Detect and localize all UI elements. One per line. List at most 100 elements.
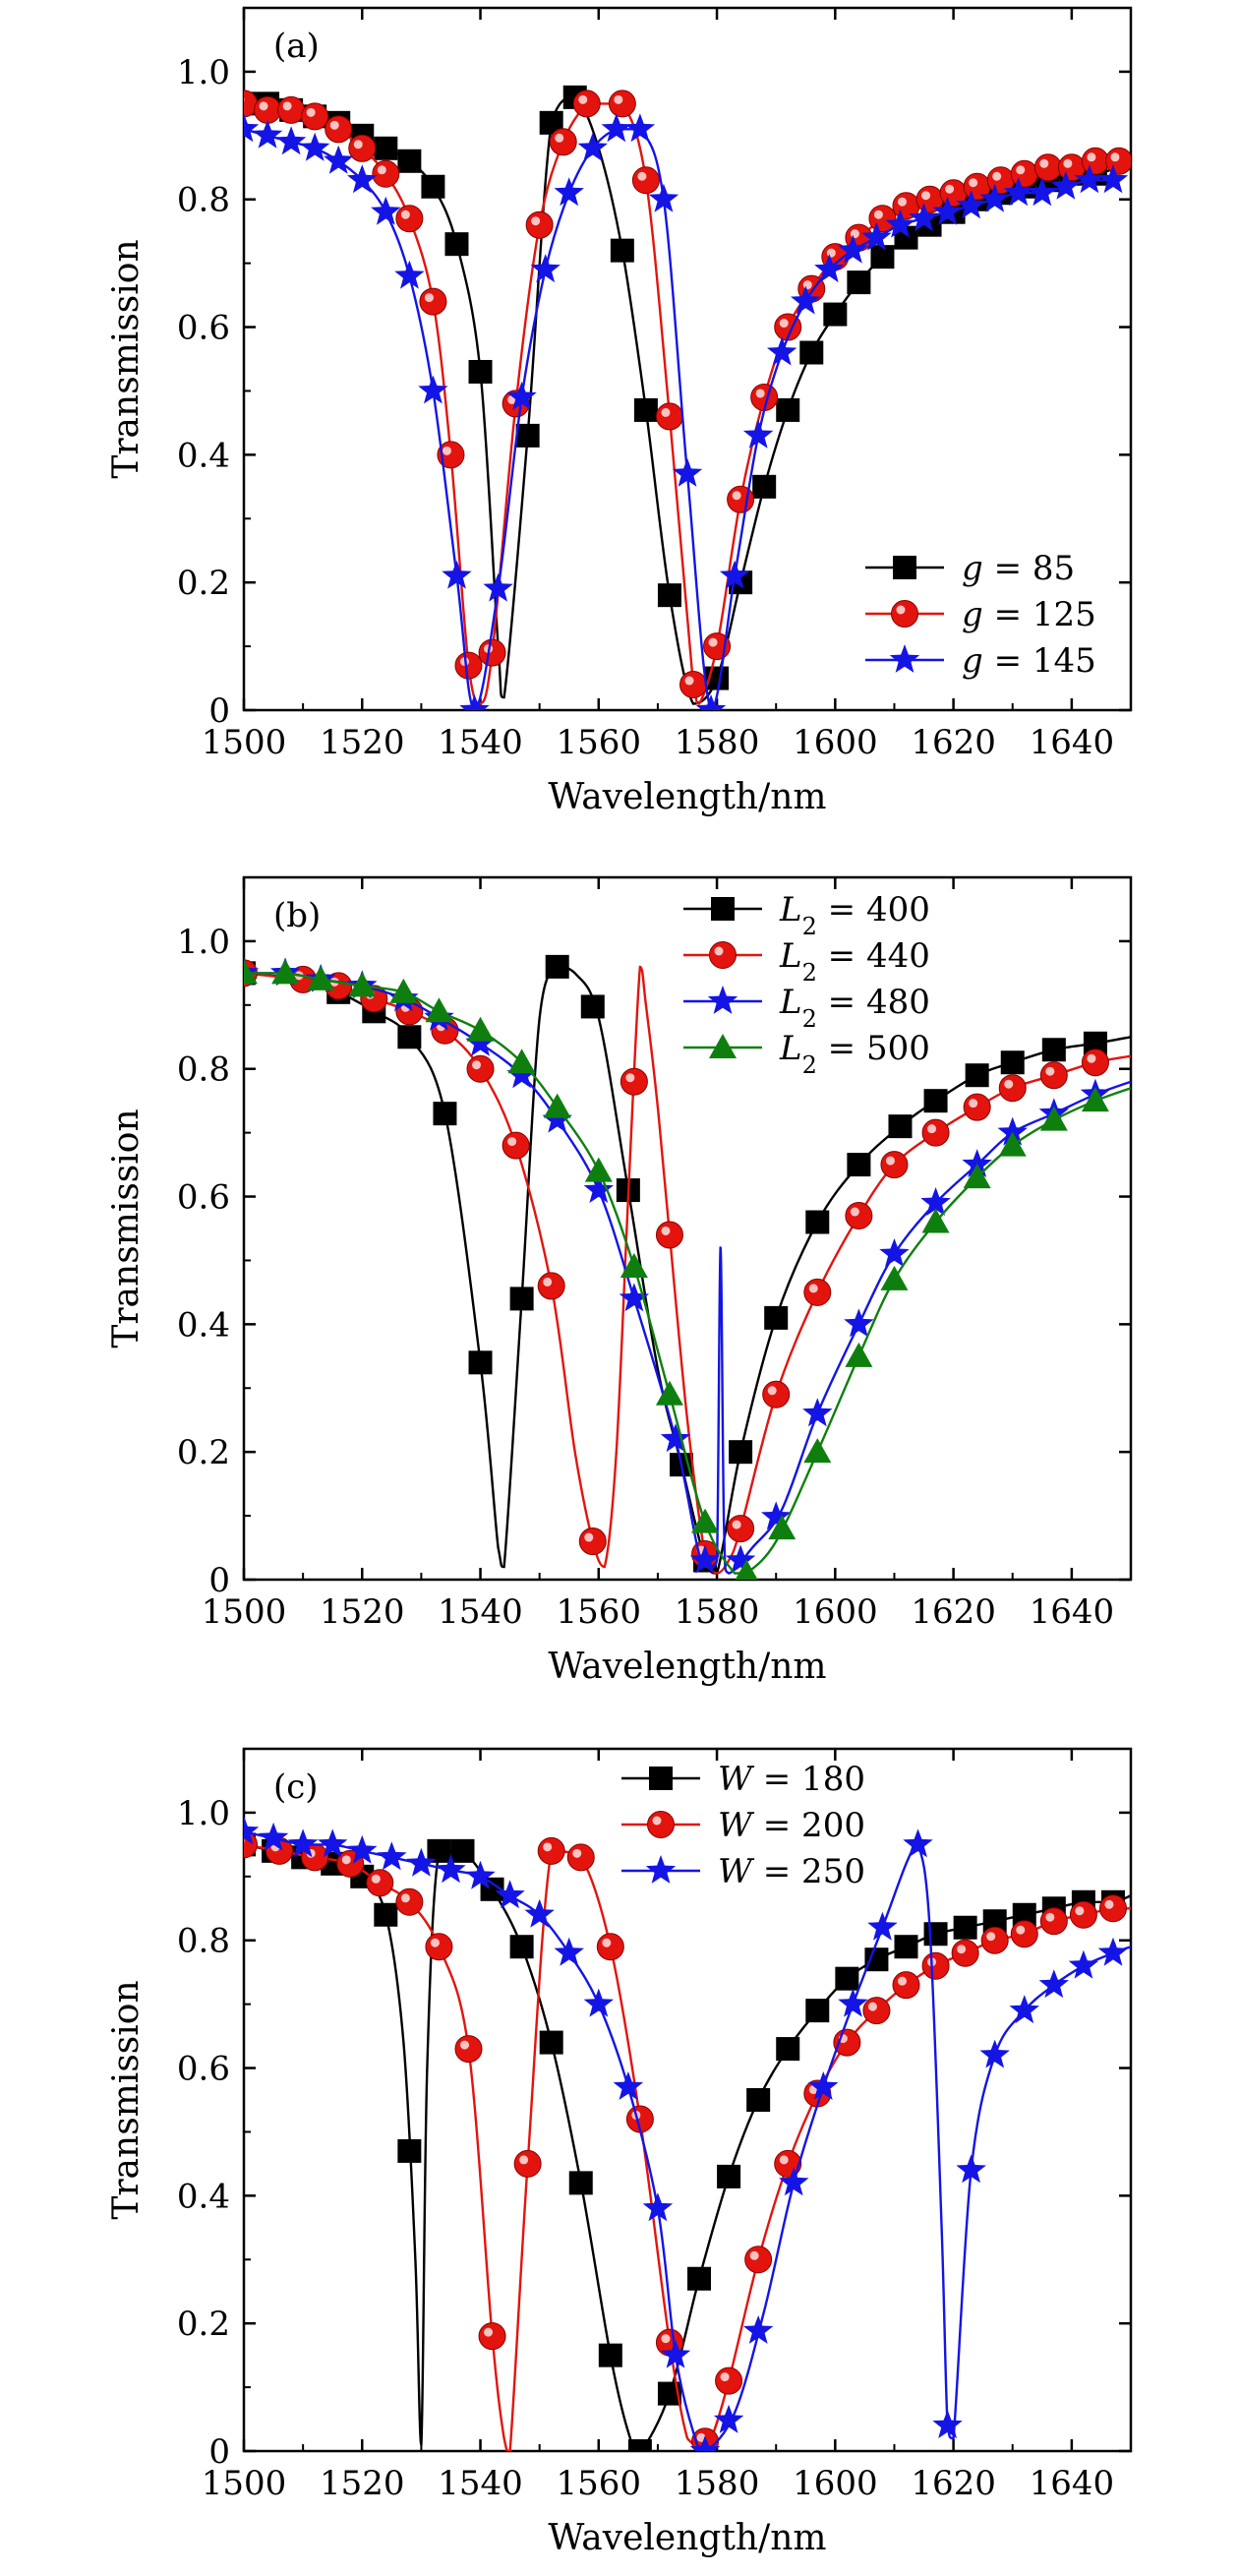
data-point bbox=[1081, 147, 1109, 175]
panel-label: (c) bbox=[273, 1767, 319, 1807]
data-point bbox=[372, 159, 400, 188]
data-point-highlight bbox=[353, 140, 363, 150]
legend-marker-highlight bbox=[896, 605, 906, 615]
y-tick-label: 0 bbox=[208, 691, 230, 731]
data-point bbox=[244, 90, 258, 118]
data-point-highlight bbox=[306, 107, 316, 117]
data-point bbox=[598, 2343, 622, 2367]
data-point bbox=[717, 2164, 741, 2188]
data-point-highlight bbox=[377, 165, 386, 175]
y-tick-label: 0.8 bbox=[177, 181, 230, 220]
legend-marker bbox=[891, 600, 918, 628]
data-point-highlight bbox=[637, 171, 647, 181]
data-point bbox=[660, 1423, 691, 1453]
x-tick-label: 1640 bbox=[1030, 723, 1115, 762]
data-point-highlight bbox=[602, 1938, 612, 1947]
data-point bbox=[554, 1937, 584, 1966]
data-point bbox=[888, 1114, 913, 1139]
y-tick-label: 0.6 bbox=[177, 2050, 230, 2089]
data-point bbox=[727, 485, 755, 513]
y-tick-label: 0.6 bbox=[177, 1178, 230, 1218]
data-point bbox=[776, 397, 800, 422]
data-point bbox=[713, 2404, 744, 2433]
data-point bbox=[252, 119, 283, 149]
data-point bbox=[506, 1059, 537, 1089]
data-point bbox=[1097, 164, 1129, 194]
data-point bbox=[444, 232, 469, 257]
data-point bbox=[932, 196, 963, 225]
data-point-highlight bbox=[614, 94, 623, 104]
data-point bbox=[953, 1915, 977, 1940]
data-point bbox=[1098, 1894, 1127, 1923]
data-point bbox=[767, 336, 797, 366]
data-point bbox=[1003, 177, 1033, 207]
data-point-highlight bbox=[867, 2002, 877, 2011]
data-point bbox=[513, 2149, 542, 2178]
data-point bbox=[433, 1102, 457, 1126]
data-point bbox=[271, 959, 300, 985]
panel-label: (b) bbox=[273, 896, 321, 935]
data-point-highlight bbox=[850, 229, 859, 239]
data-point bbox=[727, 1515, 755, 1543]
x-tick-label: 1580 bbox=[675, 2464, 760, 2503]
legend-marker-highlight bbox=[714, 946, 724, 956]
data-point bbox=[1010, 1920, 1038, 1948]
data-point-highlight bbox=[578, 94, 588, 104]
data-point bbox=[719, 560, 750, 589]
data-point bbox=[870, 245, 895, 270]
data-point bbox=[466, 1054, 495, 1083]
legend-marker bbox=[893, 556, 916, 579]
data-point bbox=[572, 90, 601, 118]
legend-marker bbox=[649, 1767, 673, 1790]
data-point bbox=[838, 1988, 868, 2017]
y-tick-label: 1.0 bbox=[177, 53, 230, 92]
y-tick-label: 0.2 bbox=[177, 564, 230, 603]
data-point bbox=[768, 1515, 796, 1540]
data-point bbox=[761, 1501, 792, 1530]
data-point bbox=[366, 1869, 394, 1897]
data-point bbox=[921, 1208, 950, 1233]
data-point bbox=[660, 2339, 691, 2368]
data-point bbox=[608, 90, 636, 118]
data-point-highlight bbox=[371, 1874, 381, 1884]
data-point bbox=[610, 238, 634, 263]
x-tick-label: 1520 bbox=[320, 723, 405, 762]
data-point bbox=[468, 359, 493, 384]
data-point-highlight bbox=[779, 2155, 789, 2165]
data-point-highlight bbox=[543, 1277, 553, 1287]
data-point bbox=[549, 128, 577, 156]
data-point bbox=[347, 164, 378, 194]
data-point bbox=[568, 2171, 593, 2195]
data-point bbox=[835, 1966, 859, 1991]
data-point bbox=[672, 457, 703, 487]
data-point-highlight bbox=[1045, 1912, 1055, 1922]
data-point bbox=[627, 2439, 652, 2451]
data-point bbox=[847, 270, 871, 295]
data-point-highlight bbox=[424, 293, 434, 303]
plot-frame bbox=[242, 6, 1133, 712]
data-point bbox=[920, 1187, 951, 1216]
data-point bbox=[468, 1350, 493, 1375]
data-point-highlight bbox=[767, 1386, 777, 1396]
data-point bbox=[1009, 1995, 1039, 2024]
x-tick-label: 1500 bbox=[202, 1592, 287, 1632]
data-point bbox=[655, 402, 683, 431]
data-point bbox=[539, 2030, 563, 2055]
data-point bbox=[657, 583, 681, 608]
data-point-highlight bbox=[992, 171, 1002, 181]
data-point bbox=[495, 1880, 525, 1909]
data-point-highlight bbox=[885, 1156, 895, 1166]
data-point bbox=[879, 1238, 910, 1267]
data-point bbox=[258, 1822, 289, 1851]
data-point-highlight bbox=[1087, 152, 1096, 162]
x-tick-label: 1520 bbox=[320, 2464, 405, 2503]
data-point-highlight bbox=[1063, 158, 1073, 168]
data-point-highlight bbox=[708, 637, 718, 647]
data-point bbox=[864, 1947, 889, 1972]
x-tick-label: 1540 bbox=[438, 723, 523, 762]
data-point-highlight bbox=[1039, 158, 1049, 168]
data-point bbox=[377, 1841, 407, 1871]
legend-label: g = 145 bbox=[962, 641, 1096, 681]
data-point-highlight bbox=[282, 101, 292, 111]
data-point bbox=[998, 1074, 1027, 1103]
